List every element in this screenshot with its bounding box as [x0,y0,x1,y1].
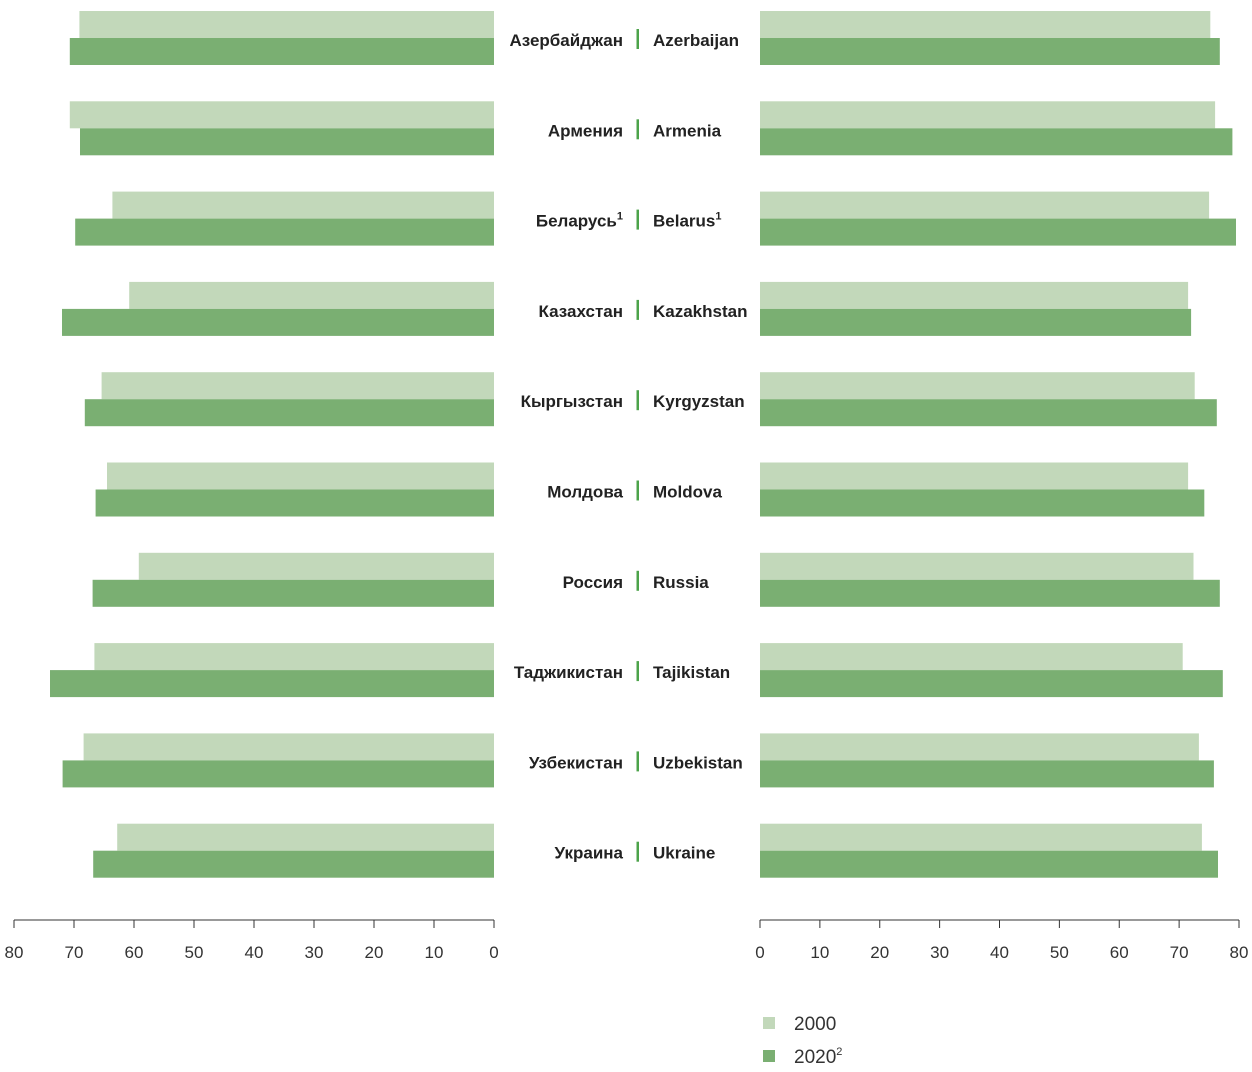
country-label-ru: Россия [563,573,623,592]
label-separator [636,570,639,591]
tick-label: 50 [1050,943,1069,962]
label-separator [636,661,639,682]
country-label-ru: Беларусь1 [536,211,623,231]
tick-label: 80 [1230,943,1249,962]
country-label-en: Uzbekistan [653,753,743,772]
label-separator [636,751,639,772]
tick-label: 60 [1110,943,1129,962]
bar-right-2000-kyrgyzstan [760,372,1195,400]
bar-right-2000-azerbaijan [760,11,1211,38]
bar-left-2000-russia [138,552,495,580]
bar-left-2020-moldova [95,489,494,517]
bar-left-2000-kyrgyzstan [101,372,494,400]
bar-left-2000-tajikistan [94,643,495,671]
bar-left-2000-armenia [69,101,495,129]
bar-left-2020-kazakhstan [62,308,494,336]
country-label-en: Belarus1 [653,211,722,231]
legend-label-2000: 2000 [794,1014,836,1035]
bar-left-2000-ukraine [117,823,494,851]
bar-right-2020-moldova [760,489,1205,517]
tick-label: 10 [810,943,829,962]
country-label-ru: Казахстан [539,302,623,321]
country-label-ru: Армения [548,121,623,140]
tick-label: 20 [365,943,384,962]
bar-right-2020-uzbekistan [760,760,1214,788]
bar-right-2000-russia [760,552,1194,580]
tick-label: 50 [185,943,204,962]
bar-right-2000-uzbekistan [760,733,1199,761]
bar-left-2020-tajikistan [50,670,494,698]
bar-right-2020-armenia [760,128,1233,156]
tick-label: 30 [930,943,949,962]
legend-swatch-2020 [763,1050,775,1062]
tick-label: 0 [755,943,764,962]
label-separator [636,209,639,230]
legend-label-2020: 20202 [794,1046,842,1068]
bar-left-2000-uzbekistan [83,733,494,761]
country-label-en: Azerbaijan [653,31,739,50]
bar-right-2000-belarus [760,191,1210,219]
bar-left-2000-azerbaijan [79,11,495,38]
country-label-ru: Таджикистан [514,663,623,682]
bar-left-2000-kazakhstan [129,281,494,309]
label-separator [636,299,639,320]
bar-right-2020-azerbaijan [760,38,1220,65]
bar-right-2000-moldova [760,462,1189,490]
bar-right-2000-kazakhstan [760,281,1189,309]
country-label-ru: Молдова [547,483,623,502]
bar-left-2000-belarus [112,191,495,219]
tick-label: 60 [125,943,144,962]
label-separator [636,119,639,140]
country-label-ru: Азербайджан [509,31,623,50]
tick-label: 40 [990,943,1009,962]
tick-label: 70 [1170,943,1189,962]
country-labels: Азербайджан Azerbaijan Армения Armenia Белар… [509,29,747,863]
tick-label: 10 [425,943,444,962]
left-panel [50,11,495,878]
tick-label: 70 [65,943,84,962]
country-label-ru: Кыргызстан [521,392,623,411]
country-label-en: Russia [653,573,709,592]
country-label-en: Moldova [653,483,722,502]
bar-right-2020-kazakhstan [760,308,1192,336]
country-label-en: Armenia [653,121,722,140]
bar-right-2000-tajikistan [760,643,1183,671]
right-x-axis: 0 10 20 30 40 50 60 70 80 [755,919,1249,962]
right-panel [760,11,1236,878]
bar-right-2020-tajikistan [760,670,1223,698]
bar-right-2020-russia [760,579,1220,607]
label-separator [636,841,639,862]
bar-right-2020-ukraine [760,850,1218,878]
bar-left-2020-belarus [75,218,494,246]
bar-left-2020-uzbekistan [62,760,494,788]
country-label-en: Kazakhstan [653,302,747,321]
legend-swatch-2000 [763,1017,775,1029]
tick-label: 20 [870,943,889,962]
tick-label: 30 [305,943,324,962]
bar-left-2000-moldova [107,462,494,490]
label-separator [636,480,639,501]
label-separator [636,29,639,49]
bar-left-2020-kyrgyzstan [84,399,495,427]
country-label-ru: Узбекистан [529,753,623,772]
bar-right-2020-belarus [760,218,1236,246]
bar-right-2020-kyrgyzstan [760,399,1217,427]
legend: 2000 20202 [763,1014,842,1068]
country-label-en: Kyrgyzstan [653,392,745,411]
bar-left-2020-armenia [80,128,494,156]
bar-left-2020-azerbaijan [69,38,495,65]
bar-left-2020-russia [92,579,494,607]
bar-left-2020-ukraine [93,850,494,878]
tick-label: 80 [5,943,24,962]
country-label-ru: Украина [555,844,624,863]
country-label-en: Tajikistan [653,663,730,682]
bar-right-2000-ukraine [760,823,1202,851]
left-x-axis: 0 10 20 30 40 50 60 70 80 [5,919,499,962]
bar-right-2000-armenia [760,101,1216,129]
tick-label: 0 [489,943,498,962]
tick-label: 40 [245,943,264,962]
country-label-en: Ukraine [653,844,715,863]
label-separator [636,390,639,411]
